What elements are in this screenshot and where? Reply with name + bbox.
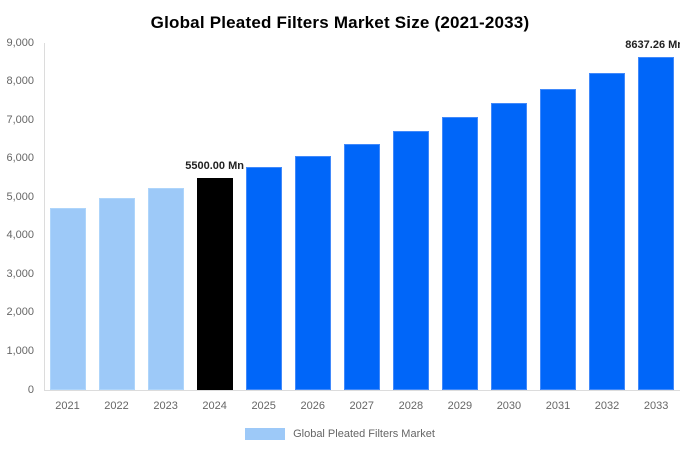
bar-2027[interactable] [343, 143, 380, 390]
y-tick-label: 6,000 [6, 152, 34, 165]
bar-2032[interactable] [589, 73, 626, 390]
x-tick-label: 2027 [349, 400, 375, 412]
y-tick-label: 7,000 [6, 113, 34, 126]
legend-label: Global Pleated Filters Market [293, 428, 435, 440]
chart-title: Global Pleated Filters Market Size (2021… [150, 13, 530, 32]
x-tick-label: 2032 [594, 400, 620, 412]
x-tick-label: 2029 [447, 400, 473, 412]
y-tick-label: 8,000 [6, 75, 34, 88]
bar-2031[interactable] [540, 88, 576, 390]
x-tick-label: 2023 [153, 400, 178, 412]
x-axis-line [43, 390, 680, 391]
x-tick-label: 2025 [251, 400, 276, 412]
y-axis-line [43, 43, 45, 390]
x-tick-label: 2024 [202, 400, 227, 412]
y-tick-label: 3,000 [6, 267, 34, 280]
y-tick-label: 9,000 [6, 36, 34, 49]
x-tick-label: 2031 [545, 400, 571, 412]
bar-2026[interactable] [294, 155, 331, 390]
legend-swatch [245, 428, 286, 440]
bar-2022[interactable] [98, 198, 135, 390]
bar-2025[interactable] [245, 167, 282, 390]
bar-value-label: 5500.00 Mn [185, 159, 244, 172]
x-tick-label: 2028 [398, 400, 424, 412]
legend-item[interactable]: Global Pleated Filters Market [245, 428, 435, 440]
x-tick-label: 2021 [55, 400, 80, 412]
y-tick-label: 5,000 [6, 190, 34, 203]
x-tick-label: 2026 [300, 400, 325, 412]
bar-2033[interactable] [638, 56, 675, 390]
bar-2028[interactable] [392, 130, 429, 390]
x-tick-label: 2030 [496, 400, 522, 412]
bar-2030[interactable] [490, 103, 527, 390]
bar-2024[interactable] [196, 177, 233, 390]
y-tick-label: 2,000 [6, 306, 34, 319]
y-tick-label: 1,000 [6, 344, 34, 357]
y-tick-label: 4,000 [6, 229, 34, 242]
legend: Global Pleated Filters Market [0, 426, 680, 442]
y-tick-label: 0 [27, 383, 34, 396]
x-tick-label: 2033 [643, 400, 669, 412]
x-tick-label: 2022 [104, 400, 129, 412]
bar-value-label: 8637.26 Mn [625, 38, 680, 51]
bar-2023[interactable] [147, 188, 184, 390]
bar-2029[interactable] [441, 117, 478, 390]
bar-2021[interactable] [49, 207, 86, 390]
